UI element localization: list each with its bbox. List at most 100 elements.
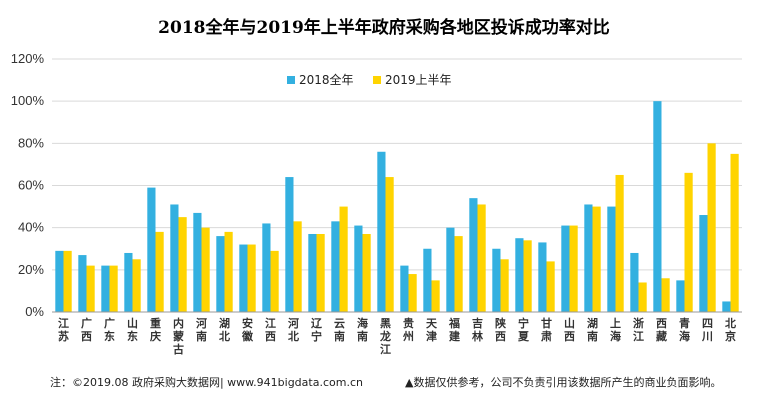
- bar-2019h1-浙江: [638, 282, 647, 312]
- bar-2018-安徽: [239, 244, 248, 312]
- bar-2019h1-陕西: [500, 259, 509, 312]
- bar-2019h1-甘肃: [546, 261, 555, 312]
- bar-2018-河北: [285, 177, 294, 312]
- bar-2018-西藏: [653, 101, 662, 313]
- bar-2019h1-吉林: [477, 204, 486, 312]
- bar-2019h1-福建: [454, 236, 463, 312]
- y-axis: 0% 20% 40% 60% 80% 100% 120%: [11, 51, 45, 319]
- bar-2018-海南: [354, 225, 363, 312]
- x-tick-label: 北京: [725, 316, 736, 343]
- bar-2019h1-青海: [684, 172, 693, 312]
- x-tick-label: 四川: [701, 317, 713, 343]
- bar-2019h1-海南: [362, 233, 371, 312]
- bar-2019h1-山西: [569, 225, 578, 312]
- bar-2018-陕西: [492, 248, 501, 312]
- bar-2019h1-河南: [201, 227, 210, 312]
- x-tick-label: 安徽: [241, 316, 254, 343]
- bar-2018-湖北: [216, 236, 225, 312]
- y-tick-label: 120%: [11, 51, 45, 66]
- footer-disclaimer: ▲数据仅供参考，公司不负责引用该数据所产生的商业负面影响。: [405, 376, 722, 389]
- legend-label: 2019上半年: [385, 73, 452, 87]
- x-tick-label: 黑龙江: [379, 317, 391, 356]
- bar-2018-山东: [124, 252, 133, 312]
- bar-2019h1-安徽: [247, 244, 256, 312]
- x-tick-label: 湖南: [587, 316, 598, 343]
- bar-2018-江苏: [55, 250, 64, 312]
- bar-2018-天津: [423, 248, 432, 312]
- bar-2019h1-上海: [615, 174, 624, 312]
- bar-2019h1-宁夏: [523, 240, 532, 312]
- bar-2018-四川: [699, 215, 708, 312]
- x-tick-label: 福建: [448, 316, 461, 343]
- y-tick-label: 80%: [18, 135, 44, 150]
- legend-swatch: [287, 76, 295, 84]
- x-tick-label: 内蒙古: [173, 316, 184, 356]
- bar-2018-青海: [676, 280, 685, 312]
- bars: [55, 101, 739, 313]
- x-tick-label: 河北: [288, 316, 299, 343]
- bar-2019h1-广东: [109, 265, 118, 312]
- bar-2019h1-内蒙古: [178, 217, 187, 312]
- y-tick-label: 40%: [18, 220, 44, 235]
- bar-chart: 2018全年与2019年上半年政府采购各地区投诉成功率对比 0% 20% 40% 60…: [11, 17, 742, 356]
- bar-2019h1-北京: [730, 153, 739, 312]
- bar-2018-江西: [262, 223, 271, 312]
- x-tick-label: 山东: [127, 316, 138, 343]
- legend-label: 2018全年: [299, 72, 354, 87]
- bar-2018-辽宁: [308, 233, 317, 312]
- x-tick-label: 云南: [334, 317, 345, 343]
- bar-2019h1-西藏: [661, 278, 670, 312]
- bar-2019h1-天津: [431, 280, 440, 312]
- bar-2018-重庆: [147, 187, 156, 312]
- x-tick-label: 青海: [679, 316, 690, 343]
- x-tick-label: 上海: [610, 316, 621, 343]
- x-tick-label: 甘肃: [541, 316, 552, 343]
- x-tick-label: 河南: [196, 316, 207, 343]
- bar-2019h1-广西: [86, 265, 95, 312]
- x-tick-label: 湖北: [219, 316, 230, 343]
- bar-2019h1-江苏: [63, 250, 72, 312]
- bar-2019h1-重庆: [155, 231, 164, 312]
- y-tick-label: 60%: [18, 178, 44, 193]
- bar-2019h1-云南: [339, 206, 348, 312]
- gridlines: [52, 58, 742, 271]
- bar-2018-湖南: [584, 204, 593, 312]
- x-tick-label: 浙江: [633, 316, 644, 343]
- bar-2018-上海: [607, 206, 616, 312]
- x-tick-label: 西藏: [656, 317, 667, 343]
- bar-2018-宁夏: [515, 238, 524, 312]
- bar-2018-甘肃: [538, 242, 547, 312]
- bar-2018-贵州: [400, 265, 409, 312]
- bar-2019h1-湖南: [592, 206, 601, 312]
- x-tick-label: 山西: [564, 316, 575, 343]
- x-tick-label: 海南: [357, 316, 368, 343]
- bar-2018-黑龙江: [377, 151, 386, 312]
- bar-2018-广西: [78, 255, 87, 312]
- bar-2019h1-辽宁: [316, 233, 325, 312]
- bar-2018-河南: [193, 212, 202, 312]
- x-tick-label: 天津: [426, 317, 438, 343]
- y-tick-label: 20%: [18, 262, 44, 277]
- legend-swatch: [373, 76, 381, 84]
- x-tick-label: 江苏: [58, 316, 69, 343]
- x-tick-label: 辽宁: [311, 317, 323, 343]
- bar-2018-浙江: [630, 252, 639, 312]
- y-tick-label: 0%: [25, 304, 44, 319]
- bar-2018-广东: [101, 265, 110, 312]
- bar-2019h1-山东: [132, 259, 141, 312]
- chart-title: 2018全年与2019年上半年政府采购各地区投诉成功率对比: [158, 17, 610, 38]
- bar-2019h1-四川: [707, 143, 716, 312]
- bar-2018-山西: [561, 225, 570, 312]
- x-tick-label: 贵州: [402, 316, 414, 343]
- bar-2019h1-贵州: [408, 274, 417, 312]
- legend: 2018全年 2019上半年: [287, 72, 452, 87]
- x-tick-label: 广西: [81, 316, 92, 343]
- bar-2019h1-湖北: [224, 231, 233, 312]
- x-tick-label: 江西: [265, 316, 276, 343]
- x-tick-label: 陕西: [495, 316, 506, 343]
- x-tick-label: 吉林: [472, 316, 483, 343]
- bar-2018-吉林: [469, 198, 478, 312]
- bar-2018-内蒙古: [170, 204, 179, 312]
- bar-2019h1-河北: [293, 221, 302, 312]
